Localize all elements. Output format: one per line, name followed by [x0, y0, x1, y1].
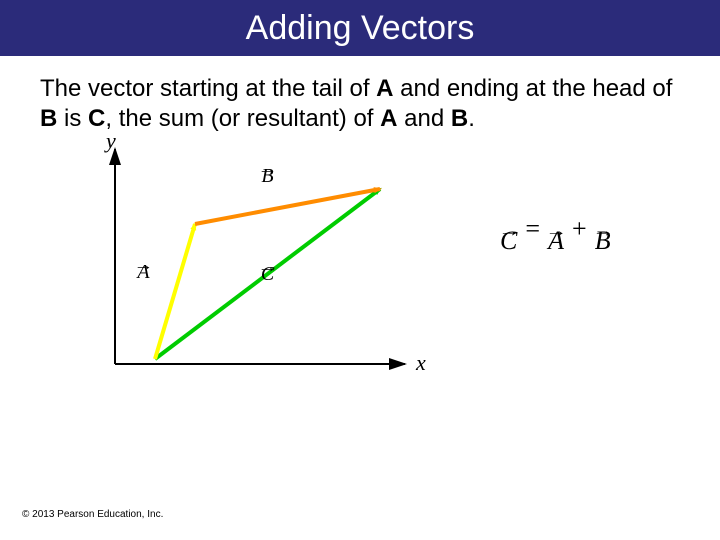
- equals-sign: =: [519, 214, 546, 246]
- plus-sign: +: [566, 214, 593, 246]
- text-fragment: and: [397, 105, 450, 132]
- arrow-over-icon: →: [258, 266, 278, 271]
- vector-name-B: B: [451, 105, 468, 132]
- title-bar: Adding Vectors: [0, 0, 720, 56]
- page-title: Adding Vectors: [246, 9, 475, 48]
- y-axis-label: y: [106, 128, 116, 154]
- text-fragment: is: [57, 105, 88, 132]
- text-fragment: .: [468, 105, 475, 132]
- vector-name-A: A: [380, 105, 397, 132]
- equation-B: → B: [595, 229, 611, 246]
- vector-label-A: → A: [136, 264, 151, 276]
- vector-name-B: B: [40, 105, 57, 132]
- text-fragment: and ending at the head of: [394, 75, 673, 102]
- arrow-over-icon: →: [258, 168, 278, 173]
- text-fragment: , the sum (or resultant) of: [105, 105, 380, 132]
- equation: → C = → A + → B: [500, 214, 611, 246]
- vector-label-C: → C: [260, 266, 275, 278]
- vector-label-B: → B: [260, 168, 275, 180]
- x-axis-label: x: [416, 350, 426, 376]
- arrow-over-icon: →: [134, 264, 154, 269]
- vector-name-C: C: [88, 105, 105, 132]
- vector-B: [195, 189, 380, 224]
- copyright-notice: © 2013 Pearson Education, Inc.: [22, 509, 163, 520]
- vector-A: [155, 224, 195, 359]
- vector-name-A: A: [376, 75, 393, 102]
- arrow-over-icon: →: [592, 229, 614, 235]
- arrow-over-icon: →: [498, 229, 520, 235]
- equation-C: → C: [500, 229, 517, 246]
- diagram-stage: y x → A → B → C → C = → A + → B: [60, 134, 680, 434]
- vector-diagram: [60, 134, 440, 394]
- equation-A: → A: [548, 229, 564, 246]
- arrow-over-icon: →: [545, 229, 567, 235]
- description-paragraph: The vector starting at the tail of A and…: [0, 56, 720, 134]
- text-fragment: The vector starting at the tail of: [40, 75, 376, 102]
